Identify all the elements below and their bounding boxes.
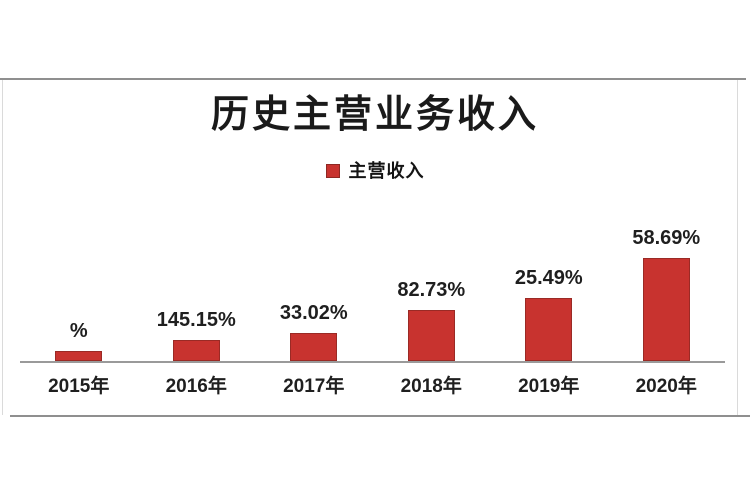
bar-data-label: 33.02% bbox=[279, 302, 348, 324]
bar-data-label: 58.69% bbox=[632, 227, 701, 249]
x-axis-label: 2015年 bbox=[48, 376, 110, 397]
legend: 主营收入 bbox=[0, 162, 750, 180]
x-axis-line bbox=[20, 361, 725, 363]
x-axis-label: 2018年 bbox=[400, 376, 462, 397]
x-axis-label: 2017年 bbox=[283, 376, 345, 397]
bar-data-label: % bbox=[69, 320, 88, 342]
bar-2016年 bbox=[172, 340, 220, 361]
x-axis-label: 2020年 bbox=[635, 376, 697, 397]
bar-2015年 bbox=[55, 351, 103, 361]
legend-label: 主营收入 bbox=[348, 161, 425, 181]
bar-data-label: 25.49% bbox=[514, 267, 583, 289]
chart-title: 历史主营业务收入 bbox=[210, 94, 539, 136]
frame-left-line bbox=[2, 80, 3, 415]
bar-2020年 bbox=[642, 258, 690, 361]
frame-right-line bbox=[737, 80, 738, 415]
frame-bottom-line bbox=[10, 415, 750, 417]
bar-2018年 bbox=[407, 310, 455, 361]
bar-data-label: 145.15% bbox=[156, 309, 236, 331]
bar-2019年 bbox=[525, 298, 573, 361]
frame-top-line bbox=[0, 78, 746, 80]
x-axis-label: 2016年 bbox=[165, 376, 227, 397]
x-axis-label: 2019年 bbox=[518, 376, 580, 397]
legend-swatch-icon bbox=[325, 164, 340, 178]
bar-2017年 bbox=[290, 333, 338, 361]
bar-data-label: 82.73% bbox=[397, 279, 466, 301]
